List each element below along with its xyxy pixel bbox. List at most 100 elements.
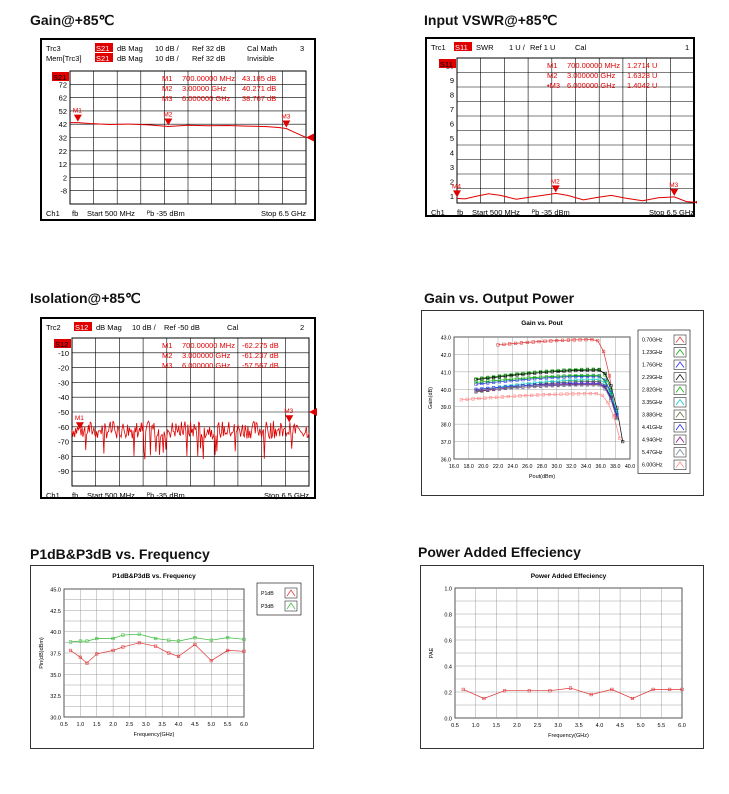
- x-tick-label: 36.0: [596, 464, 606, 470]
- data-point: [492, 379, 496, 383]
- data-point: [111, 648, 115, 652]
- x-tick-label: 4.5: [191, 722, 199, 728]
- data-point: [549, 339, 553, 343]
- marker-table-label: M1: [547, 61, 557, 70]
- data-point: [618, 436, 622, 440]
- data-point: [492, 387, 496, 391]
- plot-grid: [69, 70, 307, 205]
- marker-table-freq: 700.00000 MHz: [182, 74, 235, 83]
- legend-label: P1dB: [261, 591, 274, 597]
- data-point: [533, 385, 537, 389]
- data-point: [121, 645, 125, 649]
- data-point: [559, 392, 563, 396]
- data-point: [509, 377, 513, 381]
- data-point: [588, 392, 592, 396]
- x-tick-label: 20.0: [478, 464, 488, 470]
- gain-chart: Trc3 S21 dB Mag 10 dB / Ref 32 dB Cal Math 3 Me…: [46, 43, 314, 218]
- data-point: [610, 687, 614, 691]
- marker-table-freq: 6.000000 GHz: [182, 94, 231, 103]
- footer-stop: Stop 6.5 GHz: [264, 491, 309, 500]
- marker-table-value: 1.6328 U: [627, 71, 657, 80]
- data-point: [568, 374, 572, 378]
- x-tick-label: 34.0: [581, 464, 591, 470]
- x-tick-label: 1.0: [77, 722, 85, 728]
- data-point: [494, 395, 499, 399]
- data-point: [590, 338, 594, 342]
- data-point: [550, 384, 554, 388]
- data-point: [521, 372, 525, 376]
- data-point: [533, 375, 537, 380]
- plot-title: P1dB&P3dB vs. Frequency: [112, 573, 196, 580]
- y-tick-label: 2: [450, 177, 454, 186]
- data-point: [85, 661, 89, 665]
- data-point: [78, 655, 82, 659]
- header-row2-scale: 10 dB /: [155, 54, 180, 63]
- y-tick-label: -60: [58, 423, 69, 432]
- trace-marker-triangle: [453, 190, 461, 198]
- data-point: [609, 391, 613, 395]
- data-point: [533, 371, 537, 375]
- reference-arrow: [306, 133, 314, 142]
- data-point: [500, 395, 504, 399]
- header-row1-param-badge-bg: [454, 42, 472, 51]
- series-line: [70, 633, 245, 643]
- data-point: [531, 340, 535, 344]
- legend-swatch-box: [673, 459, 687, 470]
- data-point: [543, 339, 547, 343]
- y-axis-label: Pin(dB)dBm): [39, 637, 45, 669]
- data-point: [508, 342, 512, 346]
- data-point: [585, 378, 590, 382]
- data-point: [486, 379, 490, 383]
- footer-channel: Ch1: [46, 491, 60, 500]
- trace-marker-triangle: [551, 185, 560, 193]
- data-point: [680, 687, 684, 691]
- data-point: [509, 373, 513, 378]
- header-row1-param-badge: S21: [96, 44, 109, 53]
- data-point: [560, 338, 565, 342]
- data-point: [512, 394, 516, 398]
- data-point: [193, 642, 197, 647]
- trace-line: [71, 420, 310, 460]
- data-point: [137, 632, 141, 636]
- x-tick-label: 5.0: [637, 723, 645, 729]
- header-row1-format: SWR: [476, 43, 494, 52]
- data-point: [541, 393, 546, 397]
- series-line: [463, 687, 682, 699]
- header-row1-param-badge-bg: [95, 43, 113, 52]
- data-point: [580, 378, 584, 382]
- y-tick-label: -70: [58, 438, 69, 447]
- plot-title: Gain vs. Pout: [521, 320, 563, 327]
- x-tick-label: 16.0: [449, 464, 459, 470]
- data-point: [492, 376, 496, 380]
- data-point: [565, 392, 569, 396]
- y-tick-label: 43.0: [441, 336, 451, 342]
- marker-table-value: 1.2714 U: [627, 61, 657, 70]
- data-point: [574, 374, 578, 378]
- trace-marker-label: M3: [669, 182, 678, 189]
- y-tick-label: -80: [58, 452, 69, 461]
- data-point: [503, 378, 507, 382]
- x-tick-label: 0.5: [60, 722, 68, 728]
- y-tick-label: -8: [60, 187, 67, 196]
- gain-vs-pout-panel: Gain vs. Pout 16.0 18.0 20.0 22.0 24.0 26.0 28.…: [421, 310, 704, 496]
- data-point: [585, 373, 590, 377]
- marker-table-freq: 3.000000 GHz: [182, 351, 231, 360]
- data-point: [555, 339, 559, 343]
- data-point: [568, 369, 572, 373]
- y-tick-label: 45.0: [50, 588, 61, 594]
- data-point: [209, 659, 213, 663]
- data-point: [630, 696, 635, 701]
- header-row1-param-badge: S11: [455, 43, 468, 52]
- marker-table-label: M2: [547, 71, 557, 80]
- footer-stop: Stop 6.5 GHz: [261, 209, 306, 218]
- header-row1-ref: Ref 32 dB: [192, 44, 225, 53]
- footer-fb: fb: [72, 491, 78, 500]
- y-tick-label: 36.0: [441, 458, 451, 464]
- data-point: [600, 393, 604, 397]
- header-row2-format: dB Mag: [117, 54, 143, 63]
- data-point: [580, 383, 584, 387]
- data-point: [515, 377, 519, 381]
- data-point: [474, 380, 478, 384]
- y-tick-label: 2: [63, 173, 67, 182]
- data-point: [471, 397, 475, 401]
